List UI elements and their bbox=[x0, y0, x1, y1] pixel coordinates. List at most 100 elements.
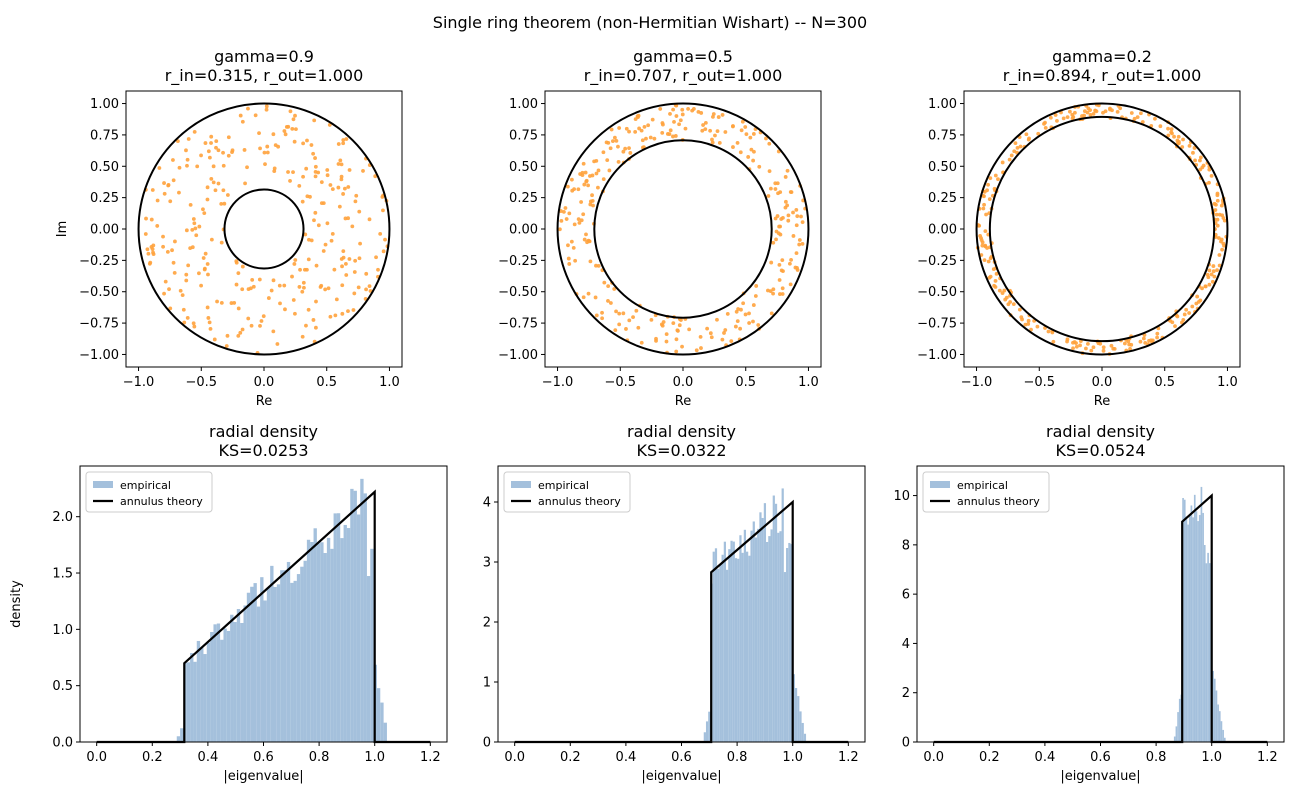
eigenvalue-point bbox=[147, 261, 152, 266]
eigenvalue-point bbox=[207, 155, 212, 160]
histogram-bar bbox=[757, 528, 760, 742]
eigenvalue-point bbox=[617, 322, 622, 327]
y-tick-label: 10 bbox=[893, 489, 910, 504]
eigenvalue-point bbox=[262, 150, 267, 155]
eigenvalue-point bbox=[573, 258, 578, 263]
eigenvalue-point bbox=[291, 170, 295, 174]
eigenvalue-point bbox=[1111, 346, 1116, 351]
y-tick-label: 6 bbox=[902, 588, 910, 603]
eigenvalue-point bbox=[566, 256, 571, 261]
eigenvalue-point bbox=[608, 146, 613, 151]
eigenvalue-point bbox=[1219, 237, 1224, 242]
eigenvalue-point bbox=[212, 337, 217, 342]
histogram-bar bbox=[1208, 563, 1211, 742]
eigenvalue-point bbox=[197, 224, 202, 229]
eigenvalue-point bbox=[594, 313, 599, 318]
eigenvalue-point bbox=[747, 311, 751, 316]
eigenvalue-point bbox=[678, 118, 683, 123]
eigenvalue-point bbox=[1150, 338, 1155, 343]
histogram-bar bbox=[734, 558, 738, 742]
histogram-bar bbox=[1212, 670, 1214, 742]
y-tick-label: −1.00 bbox=[917, 348, 957, 363]
eigenvalue-point bbox=[221, 163, 226, 168]
eigenvalue-point bbox=[249, 286, 253, 291]
eigenvalue-point bbox=[1065, 115, 1070, 120]
histogram-bar bbox=[759, 512, 762, 742]
eigenvalue-point bbox=[701, 123, 705, 127]
eigenvalue-point bbox=[236, 306, 241, 311]
eigenvalue-point bbox=[610, 139, 615, 144]
eigenvalue-point bbox=[680, 344, 684, 349]
eigenvalue-point bbox=[1000, 291, 1005, 295]
eigenvalue-point bbox=[749, 147, 754, 152]
eigenvalue-point bbox=[264, 107, 269, 112]
histogram-bar bbox=[774, 503, 778, 742]
eigenvalue-point bbox=[1166, 133, 1171, 138]
eigenvalue-point bbox=[729, 339, 734, 344]
histogram-bar bbox=[220, 639, 224, 742]
eigenvalue-point bbox=[171, 158, 175, 162]
histogram-bar bbox=[761, 517, 764, 742]
histogram-bar bbox=[226, 630, 231, 742]
eigenvalue-point bbox=[1071, 346, 1075, 351]
eigenvalue-point bbox=[767, 169, 772, 174]
eigenvalue-point bbox=[751, 303, 756, 307]
eigenvalue-point bbox=[211, 180, 216, 185]
legend-label-empirical: empirical bbox=[957, 479, 1008, 492]
histogram-bar bbox=[803, 733, 807, 742]
eigenvalue-point bbox=[708, 128, 713, 133]
eigenvalue-point bbox=[650, 117, 655, 122]
eigenvalue-point bbox=[192, 130, 197, 134]
eigenvalue-point bbox=[590, 173, 595, 178]
eigenvalue-point bbox=[621, 149, 626, 154]
eigenvalue-point bbox=[636, 325, 641, 330]
eigenvalue-point bbox=[633, 129, 638, 134]
x-tick-label: 1.0 bbox=[364, 750, 385, 765]
eigenvalue-point bbox=[580, 170, 585, 175]
legend-swatch-empirical bbox=[93, 481, 113, 488]
eigenvalue-point bbox=[209, 176, 214, 181]
eigenvalue-point bbox=[325, 173, 330, 178]
eigenvalue-point bbox=[1029, 327, 1033, 332]
eigenvalue-point bbox=[1006, 302, 1011, 307]
y-tick-label: 1.00 bbox=[928, 97, 957, 112]
eigenvalue-point bbox=[1126, 339, 1131, 344]
eigenvalue-point bbox=[793, 265, 798, 270]
eigenvalue-point bbox=[150, 188, 155, 192]
y-tick-label: −0.25 bbox=[498, 254, 538, 269]
eigenvalue-point bbox=[606, 140, 611, 145]
eigenvalue-point bbox=[1198, 167, 1203, 172]
eigenvalue-point bbox=[776, 191, 780, 196]
eigenvalue-point bbox=[203, 141, 208, 145]
x-tick-label: −1.0 bbox=[123, 375, 155, 390]
x-tick-label: 0.6 bbox=[253, 750, 274, 765]
eigenvalue-point bbox=[582, 237, 587, 242]
eigenvalue-point bbox=[716, 115, 721, 119]
x-tick-label: 0.5 bbox=[316, 375, 337, 390]
eigenvalue-point bbox=[1212, 201, 1217, 206]
eigenvalue-point bbox=[771, 291, 775, 296]
histogram-bar bbox=[748, 555, 751, 742]
eigenvalue-point bbox=[325, 168, 330, 172]
inner-ring-circle bbox=[988, 115, 1216, 343]
eigenvalue-point bbox=[186, 263, 191, 268]
plot-area bbox=[556, 102, 810, 356]
outer-ring-circle bbox=[137, 102, 391, 356]
eigenvalue-point bbox=[173, 239, 177, 244]
outer-ring-circle bbox=[975, 102, 1229, 356]
axes-frame bbox=[125, 90, 403, 368]
eigenvalue-point bbox=[588, 202, 593, 207]
eigenvalue-point bbox=[593, 295, 598, 300]
eigenvalue-point bbox=[376, 267, 380, 272]
x-tick-label: 1.0 bbox=[1201, 750, 1222, 765]
histogram-bar bbox=[303, 560, 307, 742]
histogram-bar bbox=[253, 583, 257, 742]
eigenvalue-point bbox=[353, 199, 358, 204]
eigenvalue-point bbox=[614, 309, 618, 314]
histogram-bar bbox=[728, 549, 731, 742]
eigenvalue-point bbox=[1009, 153, 1014, 158]
histogram-bar bbox=[273, 586, 277, 742]
eigenvalue-point bbox=[1187, 143, 1192, 148]
eigenvalue-point bbox=[1215, 193, 1220, 198]
histogram-bar bbox=[293, 580, 297, 742]
